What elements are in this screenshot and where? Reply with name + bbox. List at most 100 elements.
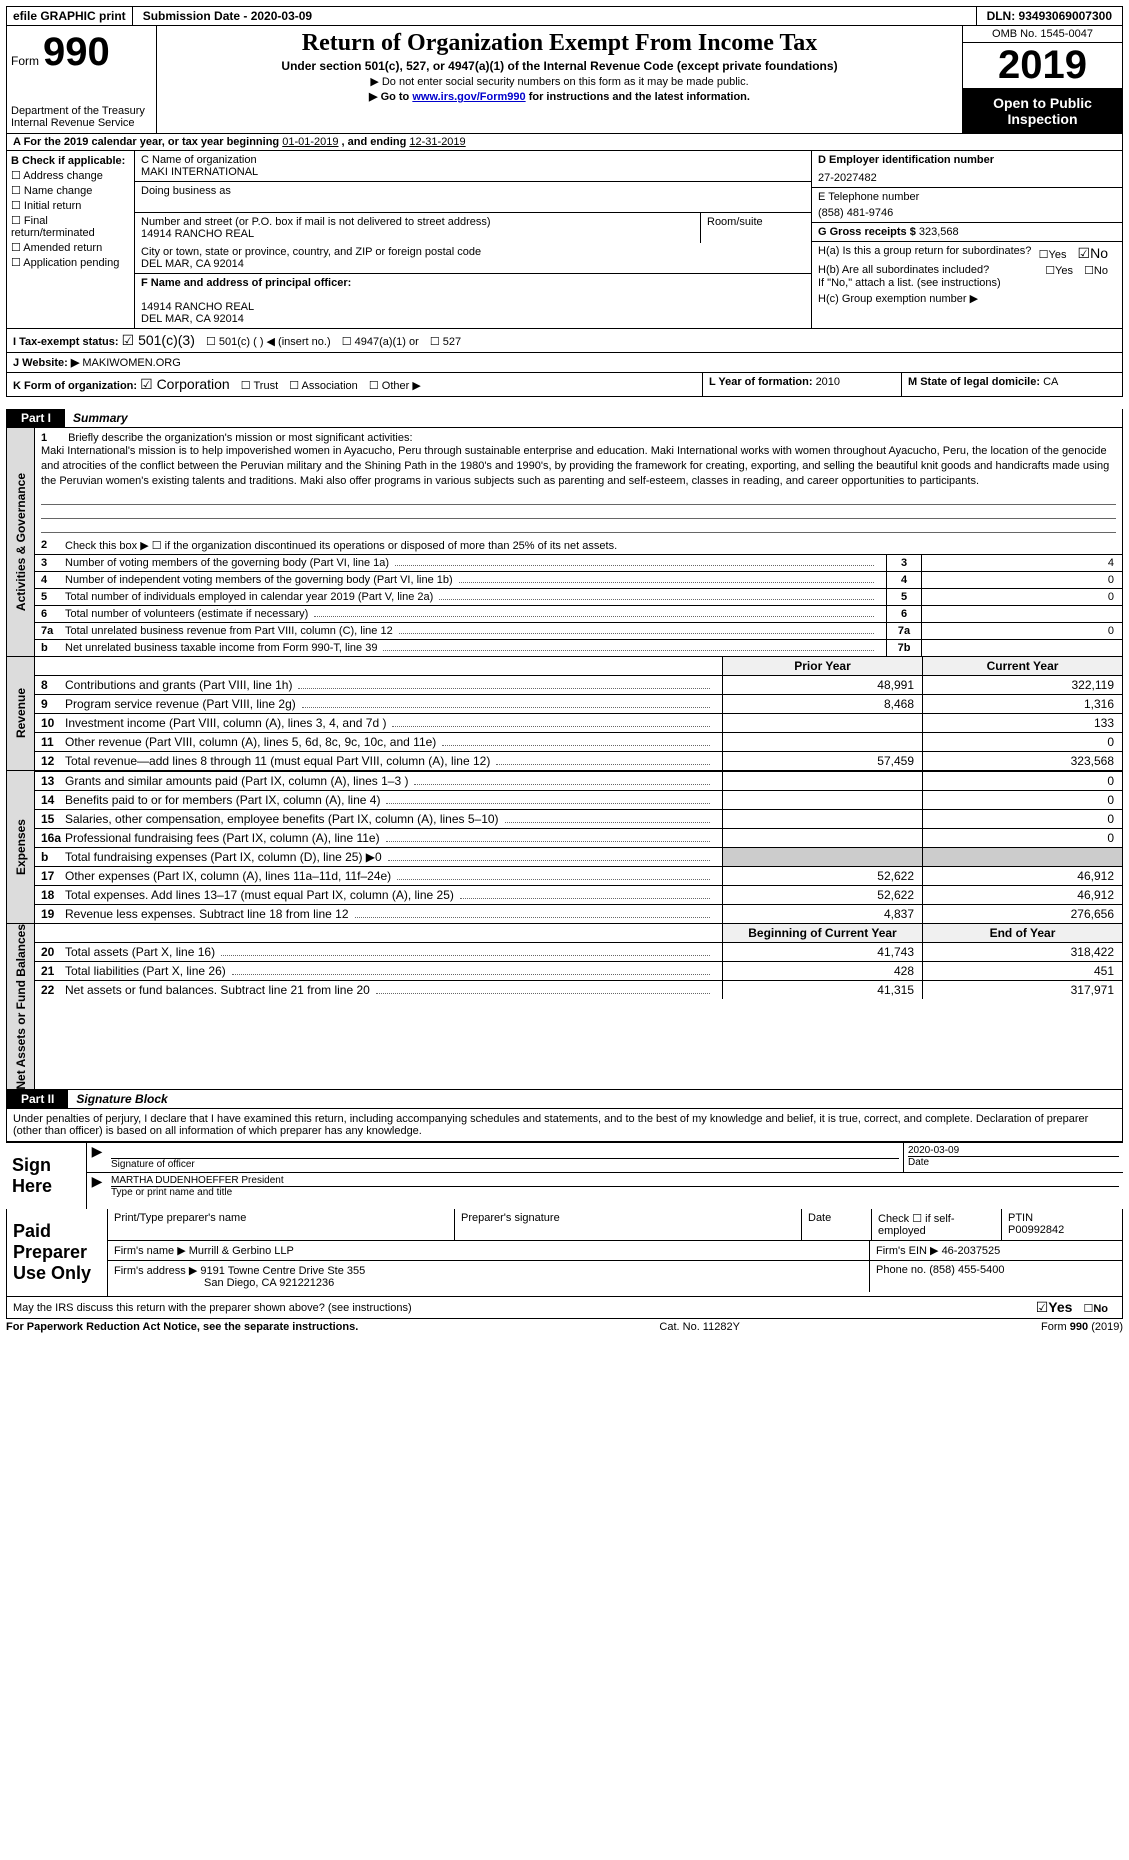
ha-label: H(a) Is this a group return for subordin…: [818, 245, 1039, 257]
part1-header: Part I Summary: [6, 409, 1123, 428]
part2-title: Signature Block: [68, 1090, 175, 1108]
discuss-no[interactable]: ☐No: [1083, 1302, 1108, 1315]
activities-row: 6Total number of volunteers (estimate if…: [35, 605, 1122, 622]
topbar: efile GRAPHIC print Submission Date - 20…: [6, 6, 1123, 26]
f-addr1: 14914 RANCHO REAL: [141, 301, 805, 313]
data-row: bTotal fundraising expenses (Part IX, co…: [35, 847, 1122, 866]
side-net: Net Assets or Fund Balances: [14, 924, 28, 1090]
c-label: C Name of organization: [141, 154, 805, 166]
form-subtitle: Under section 501(c), 527, or 4947(a)(1)…: [165, 59, 954, 73]
data-row: 12Total revenue—add lines 8 through 11 (…: [35, 751, 1122, 770]
website: MAKIWOMEN.ORG: [82, 357, 180, 369]
discuss-yes[interactable]: ☑Yes: [1036, 1299, 1073, 1316]
dba-label: Doing business as: [141, 185, 805, 197]
city-label: City or town, state or province, country…: [141, 246, 805, 258]
e-label: E Telephone number: [818, 191, 1116, 203]
addr-label: Number and street (or P.O. box if mail i…: [141, 216, 694, 228]
ptin: P00992842: [1008, 1224, 1116, 1236]
hb-no[interactable]: ☐No: [1084, 264, 1108, 277]
ein: 27-2027482: [818, 172, 1116, 184]
b-opt-4[interactable]: ☐ Amended return: [11, 241, 130, 254]
room-label: Room/suite: [701, 213, 811, 243]
b-opt-3[interactable]: ☐ Final return/terminated: [11, 214, 130, 239]
activities-row: 3Number of voting members of the governi…: [35, 554, 1122, 571]
tax-501c3[interactable]: ☑ 501(c)(3): [122, 332, 195, 349]
b-opt-2[interactable]: ☐ Initial return: [11, 199, 130, 212]
year-formation: 2010: [816, 376, 840, 388]
header-right: OMB No. 1545-0047 2019 Open to Public In…: [962, 26, 1122, 133]
mission-text: Maki International's mission is to help …: [41, 444, 1116, 489]
data-row: 14Benefits paid to or for members (Part …: [35, 790, 1122, 809]
firm-name: Murrill & Gerbino LLP: [189, 1245, 294, 1257]
part1-tab: Part I: [7, 409, 65, 427]
f-label: F Name and address of principal officer:: [141, 277, 805, 289]
hb-note: If "No," attach a list. (see instruction…: [818, 277, 1116, 289]
data-row: 11Other revenue (Part VIII, column (A), …: [35, 732, 1122, 751]
ha-no[interactable]: ☑No: [1078, 245, 1108, 262]
firm-addr2: San Diego, CA 921221236: [204, 1277, 863, 1289]
firm-ein: 46-2037525: [942, 1245, 1001, 1257]
ha-yes[interactable]: ☐Yes: [1039, 248, 1067, 261]
instructions-link[interactable]: www.irs.gov/Form990: [412, 91, 525, 103]
col-b: B Check if applicable: ☐ Address change☐…: [7, 151, 135, 328]
boy-header: Beginning of Current Year: [722, 924, 922, 942]
state-domicile: CA: [1043, 376, 1058, 388]
data-row: 10Investment income (Part VIII, column (…: [35, 713, 1122, 732]
part2-tab: Part II: [7, 1090, 68, 1108]
col-c: C Name of organization MAKI INTERNATIONA…: [135, 151, 812, 328]
k-corp[interactable]: ☑ Corporation: [140, 376, 230, 393]
warn1: ▶ Do not enter social security numbers o…: [165, 75, 954, 88]
part1-title: Summary: [65, 409, 136, 427]
b-opt-0[interactable]: ☐ Address change: [11, 169, 130, 182]
data-row: 13Grants and similar amounts paid (Part …: [35, 771, 1122, 790]
data-row: 8Contributions and grants (Part VIII, li…: [35, 675, 1122, 694]
omb: OMB No. 1545-0047: [963, 26, 1122, 43]
hc-label: H(c) Group exemption number ▶: [818, 292, 1116, 305]
form-number: 990: [43, 30, 110, 75]
col-degh: D Employer identification number 27-2027…: [812, 151, 1122, 328]
firm-addr1: 9191 Towne Centre Drive Ste 355: [200, 1265, 365, 1277]
activities-section: Activities & Governance 1 Briefly descri…: [6, 428, 1123, 657]
hb-label: H(b) Are all subordinates included?: [818, 264, 1045, 276]
period-begin: 01-01-2019: [282, 136, 338, 148]
form-title: Return of Organization Exempt From Incom…: [165, 30, 954, 57]
f-addr2: DEL MAR, CA 92014: [141, 313, 805, 325]
warn2: ▶ Go to www.irs.gov/Form990 for instruct…: [165, 90, 954, 103]
k-trust[interactable]: ☐ Trust: [241, 379, 278, 392]
row-i: I Tax-exempt status: ☑ 501(c)(3) ☐ 501(c…: [6, 329, 1123, 353]
tax-year: 2019: [963, 43, 1122, 89]
data-row: 15Salaries, other compensation, employee…: [35, 809, 1122, 828]
submission-date: Submission Date - 2020-03-09: [132, 7, 322, 25]
k-other[interactable]: ☐ Other ▶: [369, 379, 421, 392]
phone: (858) 481-9746: [818, 207, 1116, 219]
tax-501c[interactable]: ☐ 501(c) ( ) ◀ (insert no.): [206, 335, 331, 348]
tax-527[interactable]: ☐ 527: [430, 335, 461, 348]
curr-header: Current Year: [922, 657, 1122, 675]
addr: 14914 RANCHO REAL: [141, 228, 694, 240]
net-section: Net Assets or Fund Balances Beginning of…: [6, 924, 1123, 1091]
activities-row: 4Number of independent voting members of…: [35, 571, 1122, 588]
dln: DLN: 93493069007300: [976, 7, 1122, 25]
period-row: A For the 2019 calendar year, or tax yea…: [6, 134, 1123, 151]
dept-line2: Internal Revenue Service: [11, 117, 152, 129]
data-row: 18Total expenses. Add lines 13–17 (must …: [35, 885, 1122, 904]
footer: For Paperwork Reduction Act Notice, see …: [6, 1319, 1123, 1335]
side-activities: Activities & Governance: [14, 473, 28, 611]
open-to-public: Open to Public Inspection: [963, 89, 1122, 133]
data-row: 19Revenue less expenses. Subtract line 1…: [35, 904, 1122, 923]
section-bcde: B Check if applicable: ☐ Address change☐…: [6, 151, 1123, 329]
data-row: 20Total assets (Part X, line 16)41,74331…: [35, 942, 1122, 961]
k-assoc[interactable]: ☐ Association: [289, 379, 358, 392]
tax-4947[interactable]: ☐ 4947(a)(1) or: [342, 335, 419, 348]
header-left: Form 990 Department of the Treasury Inte…: [7, 26, 157, 133]
side-expenses: Expenses: [14, 819, 28, 875]
part2-header: Part II Signature Block: [6, 1090, 1123, 1109]
city: DEL MAR, CA 92014: [141, 258, 805, 270]
discuss-row: May the IRS discuss this return with the…: [6, 1297, 1123, 1319]
b-opt-5[interactable]: ☐ Application pending: [11, 256, 130, 269]
hb-yes[interactable]: ☐Yes: [1045, 264, 1073, 277]
side-revenue: Revenue: [14, 688, 28, 738]
activities-row: 5Total number of individuals employed in…: [35, 588, 1122, 605]
b-opt-1[interactable]: ☐ Name change: [11, 184, 130, 197]
activities-row: 7aTotal unrelated business revenue from …: [35, 622, 1122, 639]
